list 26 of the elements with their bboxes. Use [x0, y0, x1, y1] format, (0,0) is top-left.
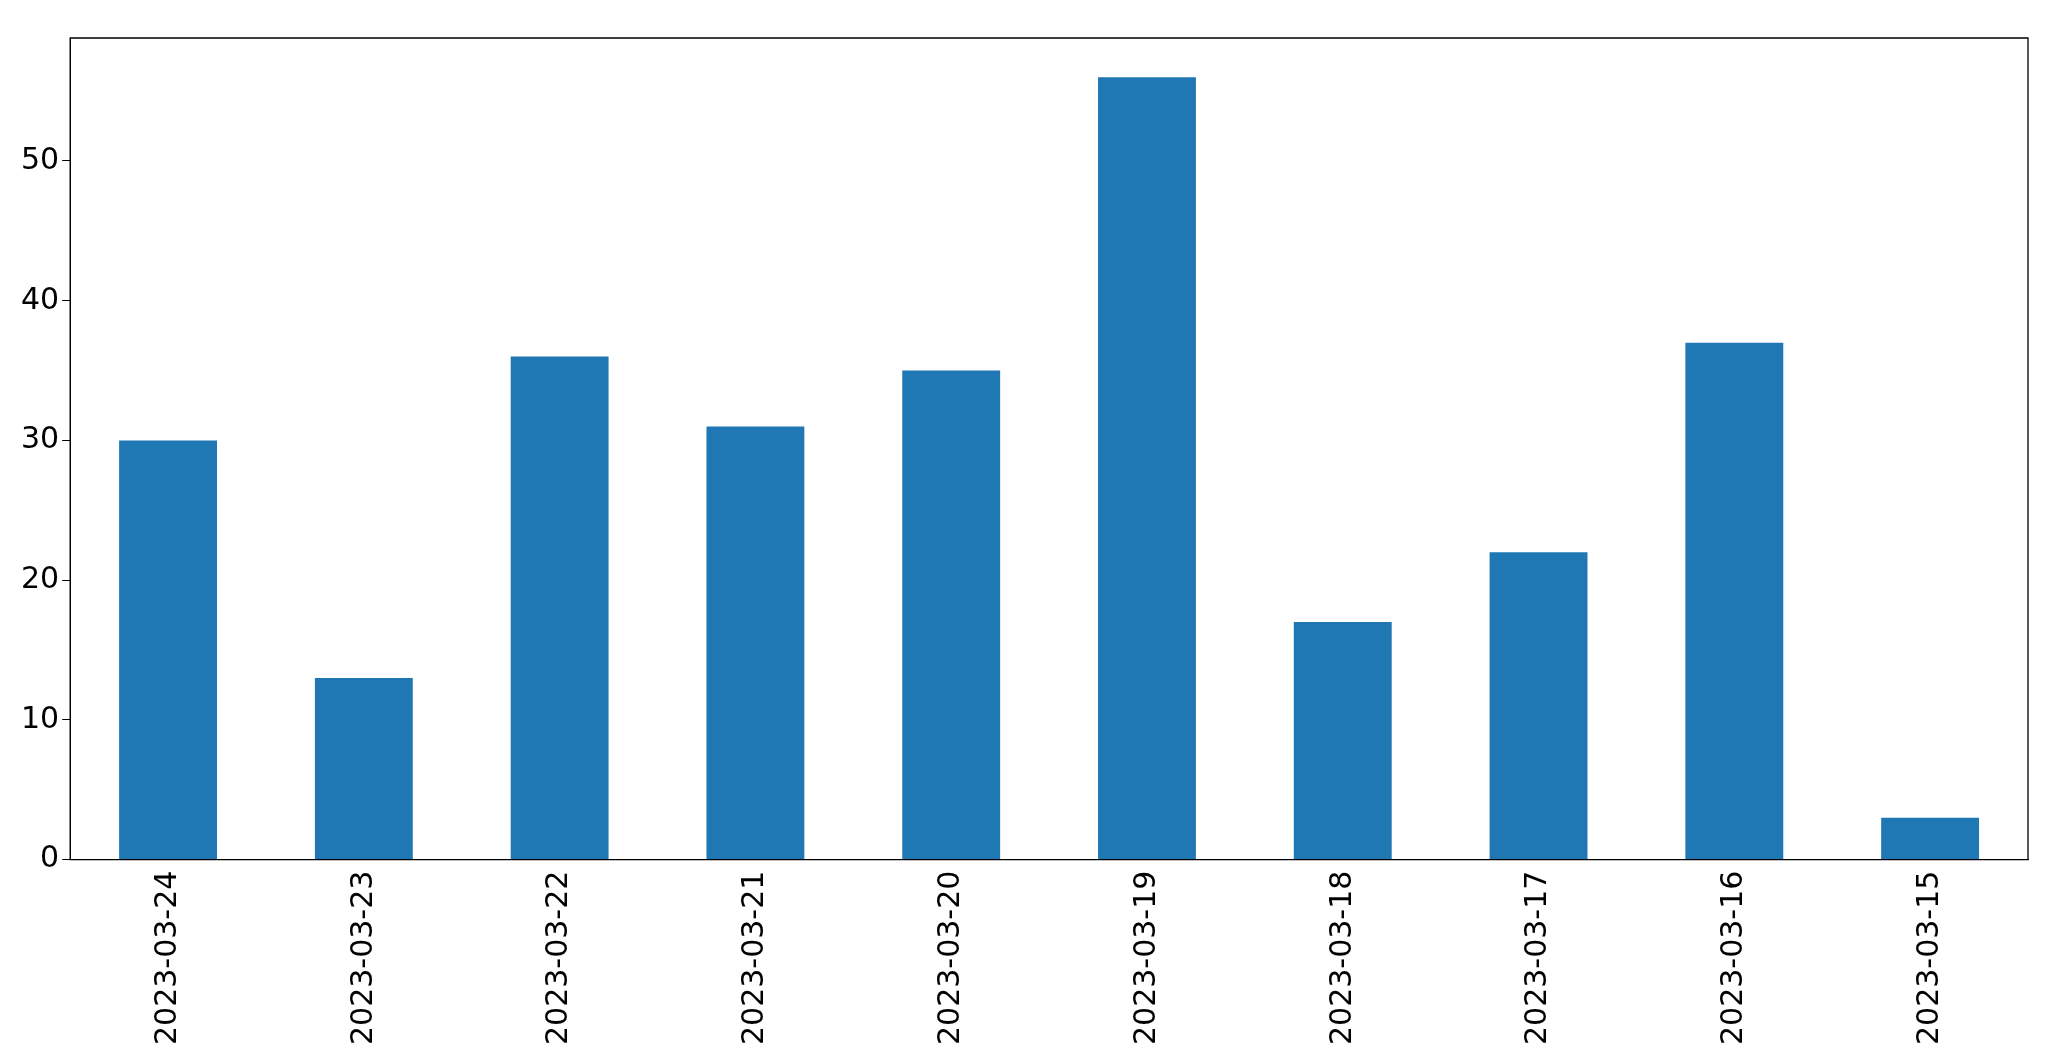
- x-tick-label: 2023-03-20: [930, 870, 966, 1046]
- bar: [1489, 552, 1588, 860]
- x-tick-label: 2023-03-16: [1714, 870, 1750, 1046]
- bar: [510, 356, 609, 860]
- y-tick-label: 0: [40, 839, 60, 875]
- bar: [1098, 77, 1196, 860]
- x-tick-label: 2023-03-15: [1909, 870, 1945, 1046]
- bar: [902, 370, 1001, 860]
- x-tick-label: 2023-03-18: [1322, 870, 1358, 1046]
- y-tick-label: 50: [20, 140, 60, 176]
- bar: [314, 678, 413, 860]
- bar: [119, 440, 218, 860]
- bar: [1881, 817, 1980, 860]
- bar: [1685, 342, 1784, 860]
- y-tick-label: 30: [20, 420, 60, 456]
- y-tick-label: 10: [20, 699, 60, 735]
- x-tick-label: 2023-03-21: [735, 870, 771, 1046]
- bar: [1293, 622, 1392, 860]
- x-tick-label: 2023-03-23: [343, 870, 379, 1046]
- x-tick-label: 2023-03-17: [1518, 870, 1554, 1046]
- x-tick-label: 2023-03-19: [1126, 870, 1162, 1046]
- bar: [706, 426, 805, 860]
- y-tick-label: 40: [20, 280, 60, 316]
- x-tick-label: 2023-03-24: [147, 870, 183, 1046]
- x-tick-label: 2023-03-22: [539, 870, 575, 1046]
- y-tick-label: 20: [20, 559, 60, 595]
